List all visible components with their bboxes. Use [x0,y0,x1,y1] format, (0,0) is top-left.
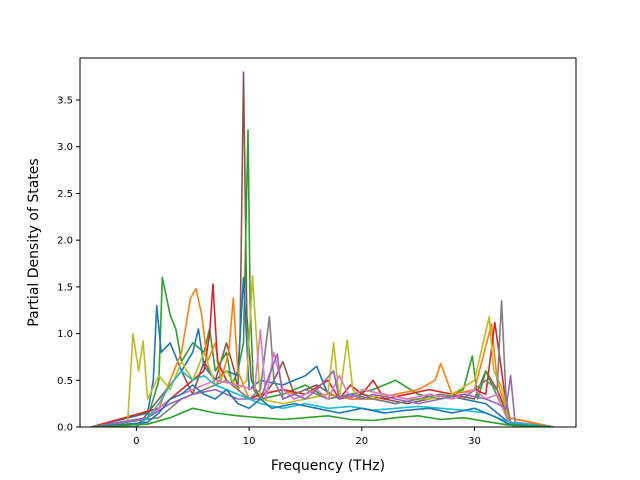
y-tick-label: 0.0 [57,423,73,434]
pdos-series-line-2 [91,129,554,427]
pdos-series-line-6 [91,274,554,427]
pdos-series-line-11 [91,384,554,427]
y-tick-label: 3.5 [57,96,73,107]
plot-area [91,71,554,427]
x-tick-label: 0 [133,436,139,447]
y-tick-label: 3.0 [57,142,73,153]
x-axis: 0 10 20 30 [133,427,481,447]
pdos-series-line-10 [91,370,554,427]
plot-frame [79,57,577,428]
y-axis: 0.0 0.5 1.0 1.5 2.0 2.5 3.0 3.5 [57,96,80,434]
x-tick-label: 20 [355,436,368,447]
x-tick-label: 30 [468,436,481,447]
y-tick-label: 1.5 [57,282,73,293]
y-tick-label: 0.5 [57,376,73,387]
y-axis-label: Partial Density of States [26,158,42,326]
y-tick-label: 2.5 [57,189,73,200]
x-axis-label: Frequency (THz) [271,458,385,474]
y-tick-label: 2.0 [57,236,73,247]
y-tick-label: 1.0 [57,329,73,340]
x-tick-label: 10 [243,436,256,447]
pdos-series-line-12 [91,407,554,427]
